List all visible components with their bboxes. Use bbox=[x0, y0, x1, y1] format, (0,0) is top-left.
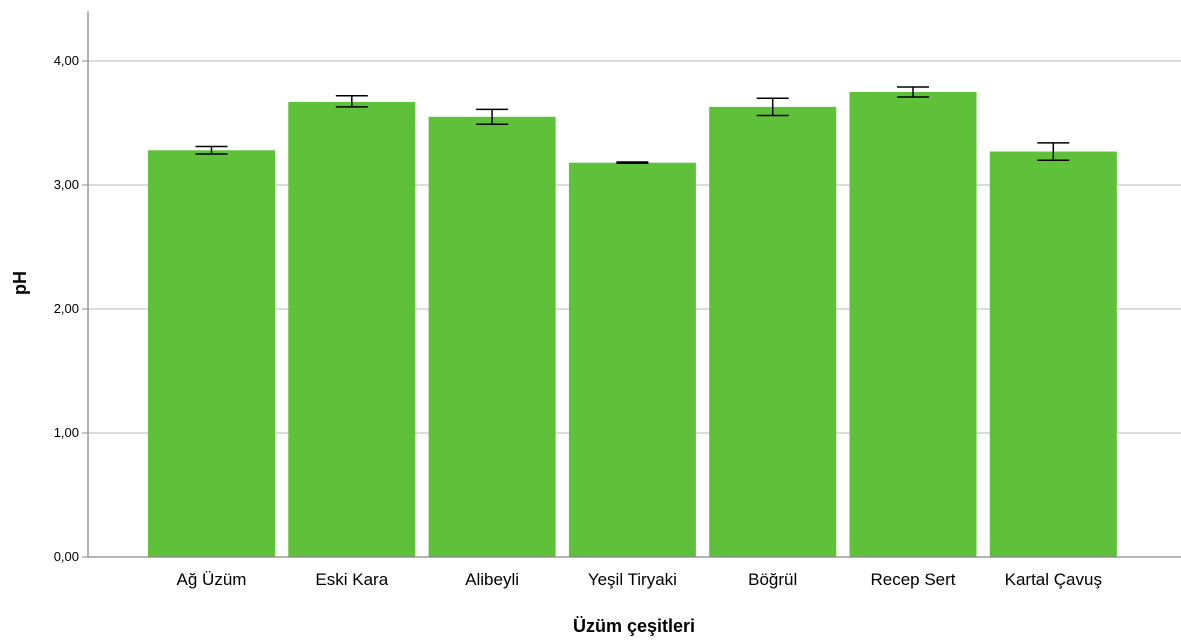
error-bar bbox=[616, 161, 649, 165]
error-bar bbox=[476, 108, 509, 125]
y-tick-labels: 0,00 1,00 2,00 3,00 4,00 bbox=[54, 53, 79, 564]
bar bbox=[989, 151, 1117, 557]
x-category-label: Kartal Çavuş bbox=[1005, 570, 1102, 589]
x-category-label: Alibeyli bbox=[465, 570, 519, 589]
error-bar bbox=[335, 94, 368, 108]
bar bbox=[428, 116, 556, 558]
y-tick-label: 0,00 bbox=[54, 549, 79, 564]
x-axis-title: Üzüm çeşitleri bbox=[573, 616, 695, 636]
y-axis-title: pH bbox=[10, 271, 30, 295]
y-tick-label: 1,00 bbox=[54, 425, 79, 440]
x-category-labels: Ağ Üzüm Eski Kara Alibeyli Yeşil Tiryaki Böğ… bbox=[177, 570, 1102, 589]
x-category-label: Ağ Üzüm bbox=[177, 570, 247, 589]
y-tick-label: 2,00 bbox=[54, 301, 79, 316]
bar bbox=[849, 92, 977, 557]
bar bbox=[568, 162, 696, 557]
bar bbox=[709, 106, 837, 557]
error-bar bbox=[897, 86, 929, 98]
y-tick-label: 3,00 bbox=[54, 177, 79, 192]
axes bbox=[82, 11, 1181, 558]
bar bbox=[148, 150, 275, 557]
x-category-label: Recep Sert bbox=[870, 570, 955, 589]
x-category-label: Yeşil Tiryaki bbox=[588, 570, 677, 589]
y-tick-label: 4,00 bbox=[54, 53, 79, 68]
x-category-label: Eski Kara bbox=[315, 570, 388, 589]
x-category-label: Böğrül bbox=[748, 570, 797, 589]
bars bbox=[148, 92, 1117, 558]
error-bars bbox=[195, 86, 1070, 165]
error-bar bbox=[1037, 142, 1070, 161]
error-bar bbox=[195, 145, 228, 155]
bar bbox=[288, 101, 416, 558]
error-bar bbox=[756, 97, 789, 117]
